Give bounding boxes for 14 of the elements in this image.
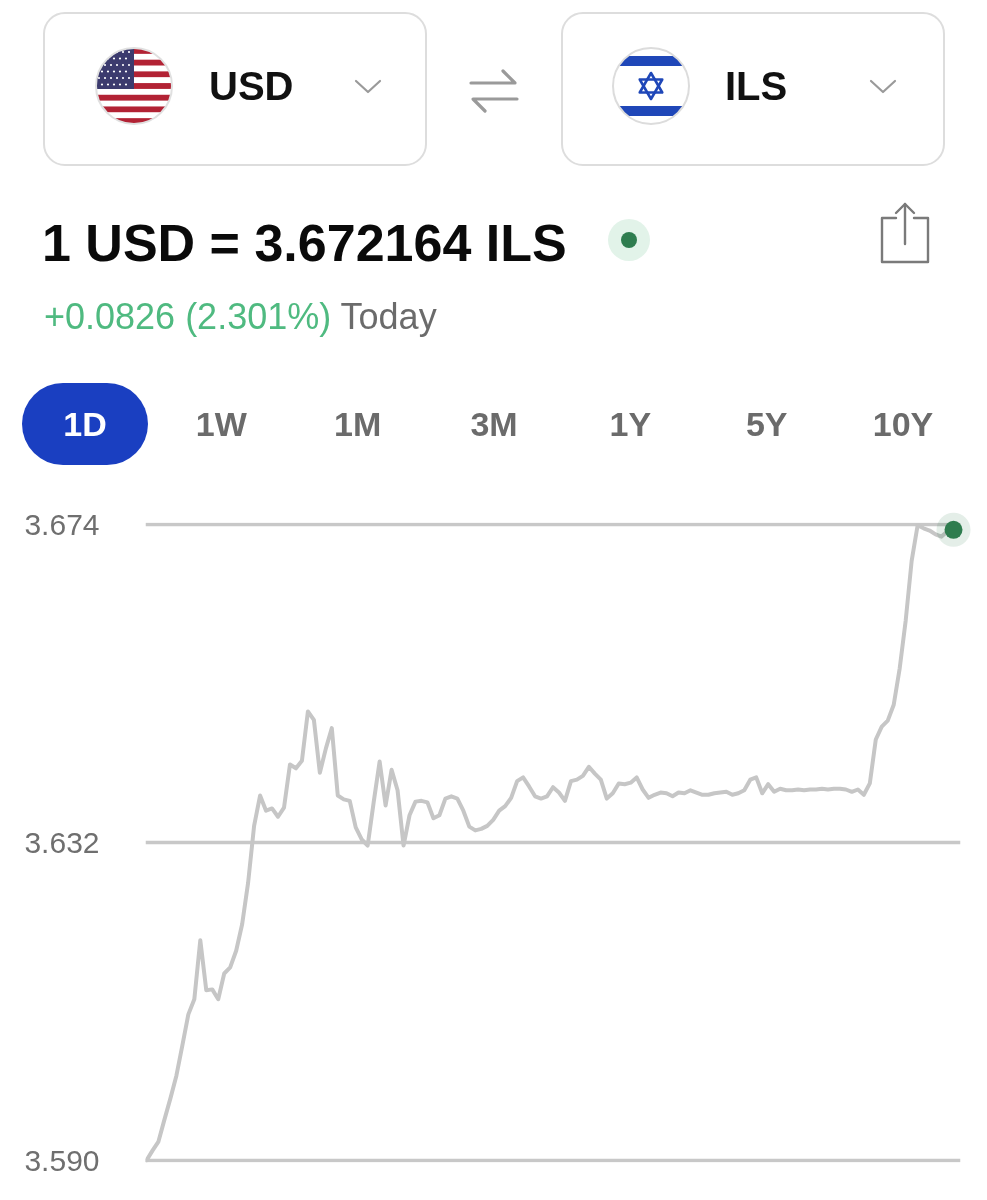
- y-tick-label: 3.674: [24, 507, 100, 541]
- text: USD: [209, 63, 294, 110]
- text: 1W: [194, 404, 248, 445]
- text: 3M: [469, 404, 519, 445]
- text: ILS: [725, 63, 788, 110]
- text: 1Y: [608, 404, 653, 445]
- y-tick-label: 3.632: [24, 825, 100, 859]
- chart-subtitle: +0.0826 (2.301%) Today: [44, 296, 437, 337]
- chart-title: 1 USD = 3.672164 ILS: [42, 213, 567, 274]
- text: 10Y: [871, 404, 935, 445]
- y-tick-label: 3.590: [24, 1143, 100, 1177]
- control-tab-selected: 1D: [22, 383, 148, 465]
- text: 5Y: [744, 404, 789, 445]
- text: 1M: [333, 404, 383, 445]
